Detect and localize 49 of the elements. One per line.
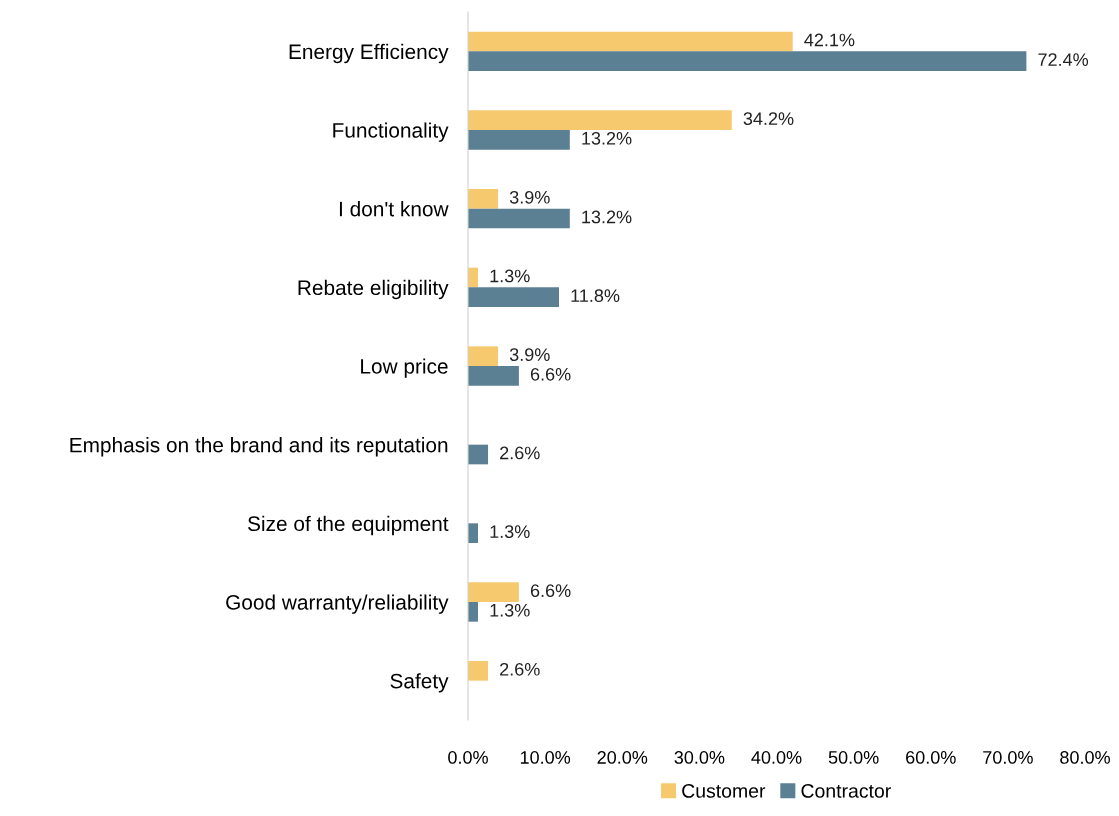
y-tick-label: Emphasis on the brand and its reputation — [70, 437, 448, 457]
x-tick-label: 80.0% — [1060, 751, 1110, 764]
data-label: 42.1% — [804, 33, 855, 47]
bar — [468, 444, 489, 465]
x-tick-label: 0.0% — [448, 751, 488, 764]
bar — [468, 661, 489, 681]
bar — [468, 346, 499, 366]
y-tick-label: Low price — [361, 358, 448, 378]
bar — [468, 31, 793, 52]
x-tick-label: 40.0% — [751, 751, 802, 764]
y-tick-label: Safety — [390, 673, 449, 693]
bar — [468, 287, 560, 307]
bar — [468, 51, 1027, 71]
data-label: 6.6% — [530, 584, 571, 598]
bar — [468, 582, 519, 602]
bar — [468, 208, 570, 229]
x-tick-label: 50.0% — [828, 751, 879, 764]
data-label: 6.6% — [530, 367, 571, 381]
x-tick-label: 70.0% — [983, 751, 1033, 764]
x-tick-label: 20.0% — [597, 751, 648, 764]
data-label: 34.2% — [743, 112, 794, 126]
data-label: 1.3% — [490, 603, 530, 617]
data-label: 3.9% — [509, 348, 550, 362]
data-label: 1.3% — [490, 525, 530, 539]
data-label: 13.2% — [582, 210, 632, 224]
data-label: 11.8% — [571, 289, 620, 303]
y-tick-label: Functionality — [333, 122, 449, 142]
data-label: 3.9% — [509, 190, 550, 204]
bar — [468, 189, 499, 209]
legend-label: Customer — [682, 784, 766, 798]
data-label: 13.2% — [582, 131, 632, 145]
bar — [468, 523, 479, 543]
data-label: 72.4% — [1038, 53, 1089, 66]
x-tick-label: 60.0% — [906, 751, 956, 764]
bar — [468, 602, 479, 622]
data-label: 2.6% — [500, 446, 540, 460]
y-tick-label: Energy Efficiency — [289, 43, 449, 64]
y-tick-label: Good warranty/reliability — [226, 594, 449, 614]
y-tick-label: I don't know — [339, 201, 449, 217]
y-tick-label: Size of the equipment — [248, 515, 449, 536]
legend-label: Contractor — [801, 784, 891, 798]
y-tick-label: Rebate eligibility — [298, 279, 449, 300]
x-tick-label: 10.0% — [520, 751, 571, 764]
bar — [468, 130, 570, 150]
data-label: 2.6% — [500, 662, 540, 676]
data-label: 1.3% — [490, 269, 530, 283]
x-tick-label: 30.0% — [674, 751, 725, 764]
bar — [468, 110, 732, 130]
bar — [468, 366, 519, 386]
